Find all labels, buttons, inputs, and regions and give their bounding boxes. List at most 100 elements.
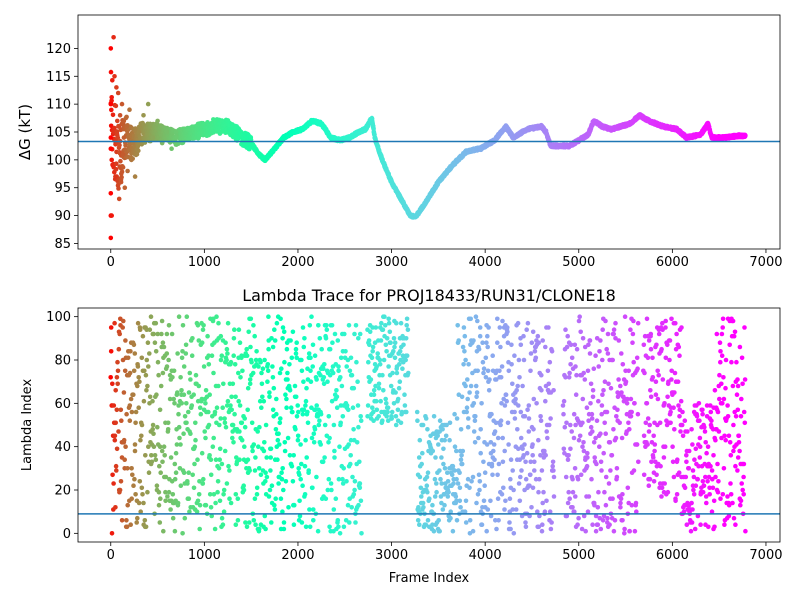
lambda-point <box>245 407 250 413</box>
lambda-point <box>294 414 300 419</box>
delta-g-point <box>122 185 128 190</box>
lambda-point <box>141 500 146 506</box>
lambda-point <box>268 446 274 452</box>
lambda-point <box>445 479 451 484</box>
lambda-point <box>458 427 464 432</box>
lambda-point <box>271 385 277 391</box>
lambda-point <box>485 344 491 350</box>
lambda-point <box>268 468 273 473</box>
lambda-point <box>367 342 372 348</box>
x-tick-label: 6000 <box>656 255 689 270</box>
lambda-point <box>153 320 159 326</box>
lambda-point <box>304 385 309 391</box>
lambda-point <box>538 418 544 424</box>
lambda-point <box>493 518 498 523</box>
lambda-point <box>468 316 474 322</box>
lambda-point <box>419 494 424 499</box>
lambda-point <box>528 351 534 356</box>
lambda-point <box>446 489 451 495</box>
lambda-point <box>172 461 178 467</box>
lambda-point <box>500 459 506 465</box>
lambda-point <box>180 323 186 328</box>
lambda-point <box>456 338 462 343</box>
lambda-point <box>535 333 541 339</box>
lambda-point <box>445 470 450 476</box>
lambda-point <box>512 416 518 421</box>
delta-g-point <box>141 113 146 118</box>
lambda-point <box>404 353 410 359</box>
lambda-point <box>211 435 216 441</box>
lambda-point <box>455 481 461 486</box>
lambda-point <box>178 375 183 380</box>
lambda-point <box>155 331 160 337</box>
lambda-point <box>132 351 138 356</box>
lambda-point <box>269 483 275 489</box>
lambda-point <box>384 414 390 419</box>
lambda-point <box>542 509 548 514</box>
delta-g-point <box>108 146 114 151</box>
lambda-point <box>203 435 208 441</box>
delta-g-point <box>114 129 120 134</box>
lambda-point <box>138 509 143 514</box>
lambda-point <box>262 513 268 519</box>
axes-frame <box>77 14 781 250</box>
lambda-point <box>164 331 170 337</box>
lambda-point <box>110 381 115 387</box>
lambda-point <box>218 333 224 339</box>
lambda-point <box>287 453 293 458</box>
lambda-point <box>311 518 316 523</box>
lambda-point <box>285 370 290 376</box>
lambda-point <box>139 355 145 361</box>
lambda-point <box>466 416 471 421</box>
delta-g-point <box>113 174 118 179</box>
lambda-point <box>256 364 261 369</box>
lambda-point <box>150 422 156 428</box>
lambda-point <box>465 377 470 382</box>
lambda-point <box>532 459 537 465</box>
lambda-point <box>136 405 141 411</box>
lambda-point <box>322 455 327 460</box>
lambda-point <box>395 407 401 413</box>
lambda-point <box>173 470 179 476</box>
lambda-point <box>294 355 300 361</box>
lambda-point <box>510 381 515 387</box>
lambda-point <box>430 502 435 508</box>
lambda-point <box>193 372 199 378</box>
lambda-point <box>398 320 404 326</box>
lambda-point <box>276 481 281 486</box>
lambda-point <box>267 487 273 493</box>
lambda-point <box>485 333 490 339</box>
lambda-point <box>477 487 482 493</box>
lambda-point <box>145 340 151 346</box>
lambda-point <box>232 411 237 417</box>
lambda-point <box>483 355 489 361</box>
lambda-point <box>447 420 453 426</box>
lambda-point <box>395 396 401 402</box>
lambda-point <box>161 444 167 450</box>
lambda-point <box>477 333 483 339</box>
lambda-point <box>221 509 227 514</box>
lambda-point <box>262 440 267 445</box>
lambda-point <box>353 323 359 328</box>
lambda-point <box>119 418 124 424</box>
lambda-point <box>329 398 335 404</box>
lambda-point <box>340 414 346 419</box>
lambda-point <box>145 383 150 389</box>
lambda-point <box>495 316 500 322</box>
lambda-point <box>191 485 197 491</box>
lambda-point <box>461 362 466 367</box>
lambda-point <box>480 359 486 365</box>
lambda-point <box>219 353 225 359</box>
lambda-point <box>538 453 543 458</box>
lambda-point <box>182 414 188 419</box>
lambda-point <box>473 383 479 389</box>
lambda-point <box>181 470 187 476</box>
lambda-point <box>460 344 466 350</box>
lambda-point <box>135 364 141 369</box>
lambda-point <box>282 359 287 365</box>
lambda-point <box>498 375 504 380</box>
lambda-point <box>435 433 441 439</box>
lambda-point <box>244 353 250 359</box>
lambda-point <box>463 383 468 389</box>
lambda-point <box>542 448 547 454</box>
